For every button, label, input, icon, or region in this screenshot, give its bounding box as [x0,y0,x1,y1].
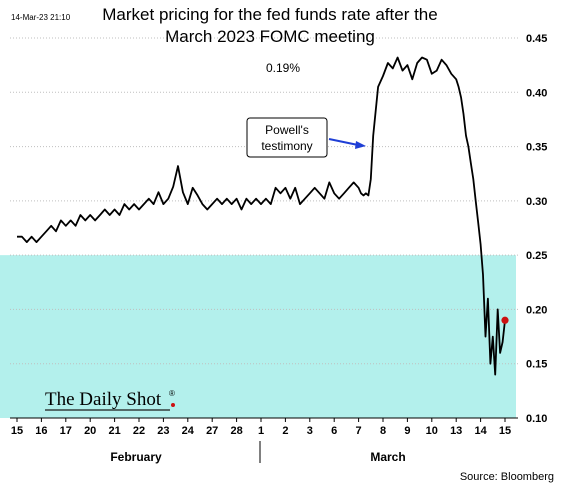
y-tick-label: 0.25 [526,250,547,262]
x-tick-label: 6 [331,425,337,437]
x-tick-label: 24 [182,425,195,437]
logo-mark: ® [169,389,175,398]
x-tick-label: 27 [206,425,218,437]
x-tick-label: 8 [380,425,386,437]
callout-box [246,117,328,158]
y-tick-label: 0.35 [526,142,547,154]
x-tick-label: 20 [84,425,96,437]
month-label-march: March [370,450,405,464]
y-tick-label: 0.40 [526,87,547,99]
callout-label-line-1: Powell's [265,123,309,137]
callout-arrowhead [355,141,366,149]
x-tick-label: 2 [282,425,288,437]
x-tick-label: 1 [258,425,264,437]
series-line-fed-funds [17,56,506,376]
x-tick-label: 17 [60,425,72,437]
gridlines [10,37,518,365]
callout-label-line-2: testimony [261,139,312,153]
callout-arrow [328,138,359,146]
y-tick-label: 0.10 [526,413,547,425]
x-tick-label: 14 [474,425,487,437]
x-tick-label: 3 [307,425,313,437]
x-tick-label: 10 [426,425,438,437]
chart-title-line-2: March 2023 FOMC meeting [165,27,375,46]
logo-text: The Daily Shot [45,389,162,410]
x-tick-label: 23 [157,425,169,437]
y-tick-label: 0.45 [526,33,547,45]
x-tick-label: 7 [356,425,362,437]
logo-dot [171,403,175,407]
x-axis: 15 16 17 20 21 22 23 24 27 28 1 2 3 6 7 8 9 10 13 14 15 [11,418,511,437]
timestamp: 14-Mar-23 21:10 [11,13,71,22]
x-tick-label: 13 [450,425,462,437]
y-tick-label: 0.30 [526,196,547,208]
chart-title-line-1: Market pricing for the fed funds rate af… [102,5,437,24]
x-tick-label: 15 [11,425,23,437]
month-label-february: February [110,450,162,464]
y-axis: 0.10 0.15 0.20 0.25 0.30 0.35 0.40 0.45 [526,33,547,425]
x-tick-label: 9 [404,425,410,437]
current-value-label: 0.19% [266,61,300,75]
last-point-marker [501,316,509,324]
x-tick-label: 15 [499,425,511,437]
shaded-band [0,255,516,418]
x-tick-label: 16 [35,425,47,437]
x-tick-label: 28 [230,425,242,437]
x-tick-label: 22 [133,425,145,437]
y-tick-label: 0.20 [526,304,547,316]
source-note: Source: Bloomberg [460,471,554,483]
y-tick-label: 0.15 [526,359,547,371]
x-tick-label: 21 [108,425,120,437]
